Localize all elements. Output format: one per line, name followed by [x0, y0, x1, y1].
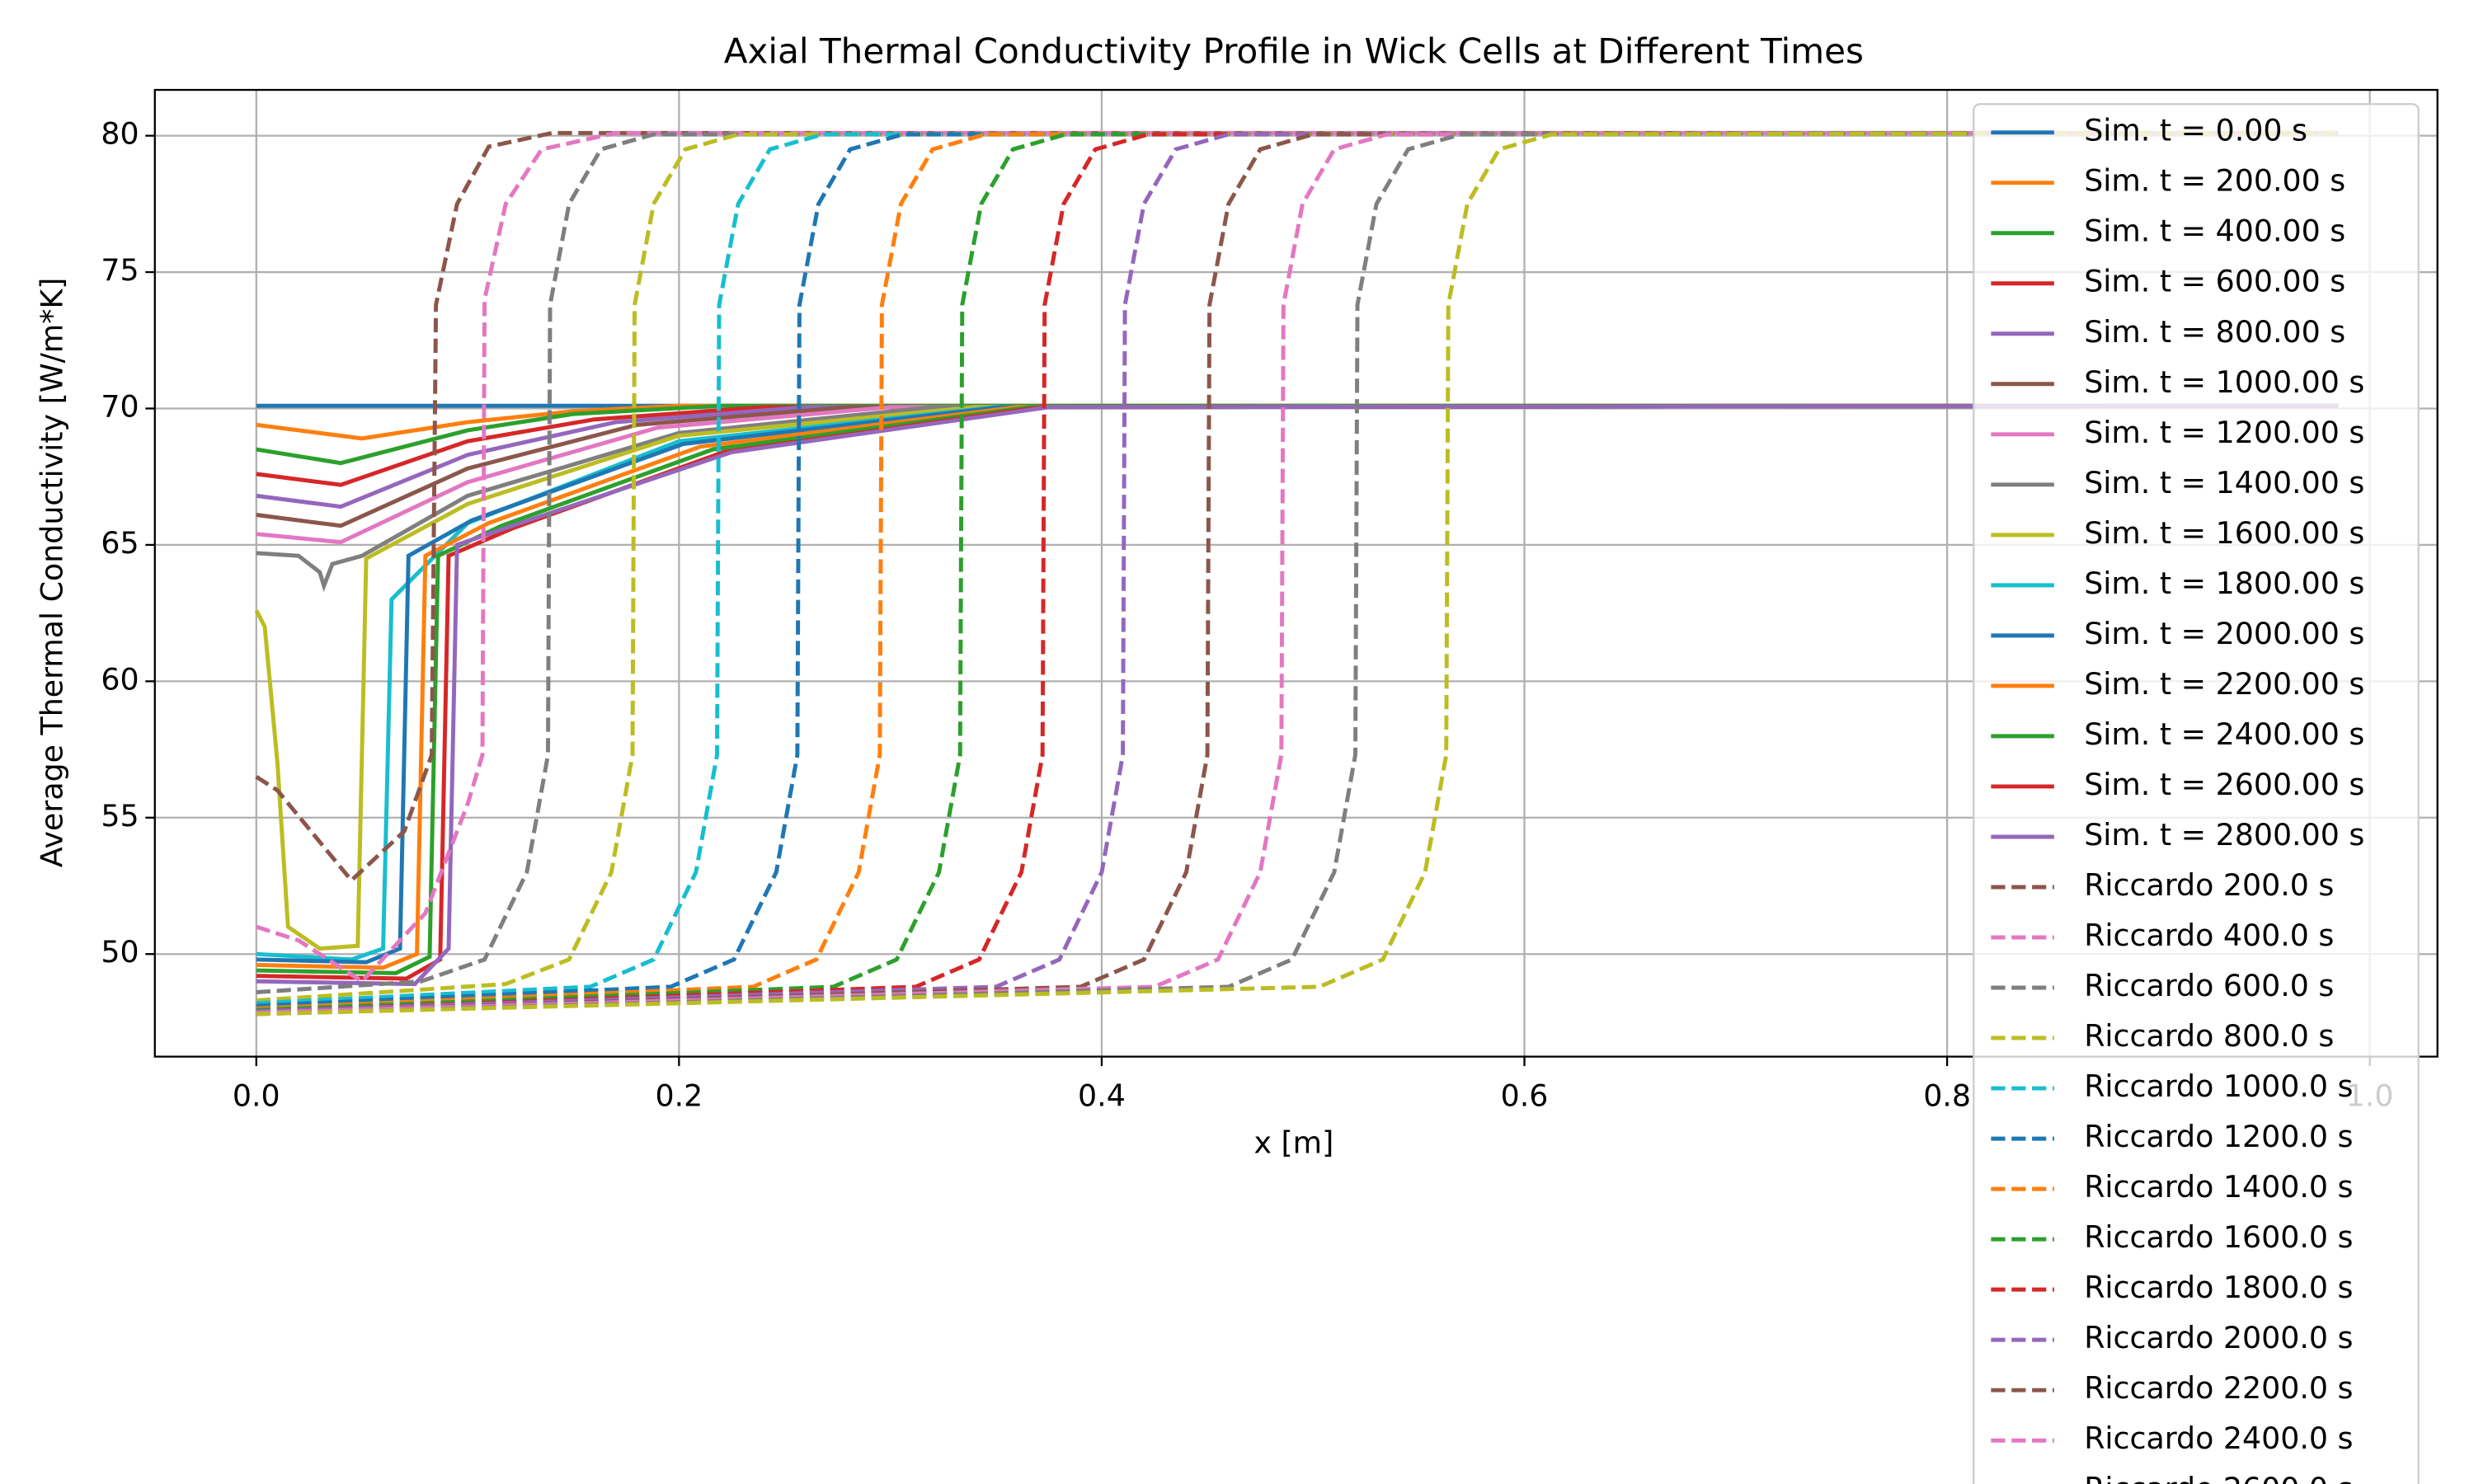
- y-tick-label: 60: [101, 661, 139, 697]
- series-line: [256, 130, 2339, 1008]
- legend-label: Riccardo 600.0 s: [2084, 968, 2334, 1003]
- legend-label: Riccardo 2000.0 s: [2084, 1320, 2353, 1355]
- legend-label: Sim. t = 2200.00 s: [2084, 666, 2364, 702]
- legend-label: Sim. t = 1400.00 s: [2084, 465, 2364, 500]
- legend-label: Riccardo 400.0 s: [2084, 918, 2334, 953]
- legend-label: Sim. t = 600.00 s: [2084, 264, 2345, 299]
- legend-label: Riccardo 2600.0 s: [2084, 1471, 2353, 1484]
- chart-title: Axial Thermal Conductivity Profile in Wi…: [724, 31, 1864, 72]
- legend-label: Riccardo 1200.0 s: [2084, 1119, 2353, 1154]
- legend-label: Sim. t = 2800.00 s: [2084, 817, 2364, 852]
- y-tick-label: 65: [101, 525, 139, 561]
- legend-label: Riccardo 200.0 s: [2084, 867, 2334, 903]
- x-tick-label: 0.4: [1078, 1078, 1126, 1113]
- x-axis-label: x [m]: [1253, 1125, 1333, 1161]
- series-line: [256, 130, 2339, 1014]
- legend-label: Riccardo 2200.0 s: [2084, 1370, 2353, 1406]
- legend: Sim. t = 0.00 s Sim. t = 200.00 s Sim. t =…: [1973, 103, 2420, 1484]
- series-line: [256, 403, 2339, 593]
- series-line: [254, 403, 2339, 951]
- legend-label: Sim. t = 1800.00 s: [2084, 566, 2364, 601]
- legend-label: Riccardo 1600.0 s: [2084, 1219, 2353, 1255]
- legend-label: Sim. t = 1000.00 s: [2084, 364, 2364, 400]
- series-line: [256, 130, 2339, 1015]
- legend-label: Sim. t = 2600.00 s: [2084, 767, 2364, 802]
- x-tick-label: 0.6: [1501, 1078, 1549, 1113]
- x-tick-label: 0.2: [655, 1078, 703, 1113]
- legend-label: Sim. t = 2400.00 s: [2084, 716, 2364, 752]
- legend-label: Sim. t = 1600.00 s: [2084, 515, 2364, 551]
- x-tick-label: 0.0: [233, 1078, 280, 1113]
- series-line: [256, 403, 2339, 965]
- series-line: [256, 403, 2339, 970]
- legend-label: Sim. t = 0.00 s: [2084, 113, 2307, 148]
- series-line: [256, 130, 2339, 1017]
- series-line: [255, 130, 2339, 884]
- y-tick-label: 80: [101, 116, 139, 152]
- series-line: [256, 130, 2339, 1011]
- series-line: [256, 130, 2339, 1014]
- legend-label: Riccardo 1000.0 s: [2084, 1068, 2353, 1104]
- x-tick-label: 0.8: [1923, 1078, 1971, 1113]
- y-axis-label: Average Thermal Conductivity [W/m*K]: [34, 278, 69, 868]
- legend-label: Riccardo 1400.0 s: [2084, 1169, 2353, 1205]
- y-tick-label: 50: [101, 934, 139, 970]
- plot-frame: [153, 88, 2439, 1058]
- series-line: [256, 403, 2339, 987]
- series-line: [256, 130, 2339, 1012]
- series-line: [256, 130, 2339, 995]
- legend-label: Riccardo 1800.0 s: [2084, 1270, 2353, 1305]
- legend-label: Sim. t = 400.00 s: [2084, 214, 2345, 249]
- legend-frame: [1973, 103, 2420, 1484]
- y-tick-label: 70: [101, 388, 139, 424]
- y-tick-label: 75: [101, 252, 139, 288]
- y-tick-label: 55: [101, 798, 139, 834]
- series-line: [256, 130, 2339, 984]
- legend-label: Sim. t = 200.00 s: [2084, 163, 2345, 199]
- legend-label: Sim. t = 800.00 s: [2084, 314, 2345, 350]
- series-line: [256, 130, 2339, 1017]
- legend-label: Sim. t = 2000.00 s: [2084, 616, 2364, 651]
- series-line: [256, 130, 2339, 1003]
- legend-label: Sim. t = 1200.00 s: [2084, 415, 2364, 450]
- series-line: [256, 130, 2339, 1015]
- legend-label: Riccardo 2400.0 s: [2084, 1421, 2353, 1456]
- legend-label: Riccardo 800.0 s: [2084, 1018, 2334, 1054]
- series-line: [256, 130, 2339, 1006]
